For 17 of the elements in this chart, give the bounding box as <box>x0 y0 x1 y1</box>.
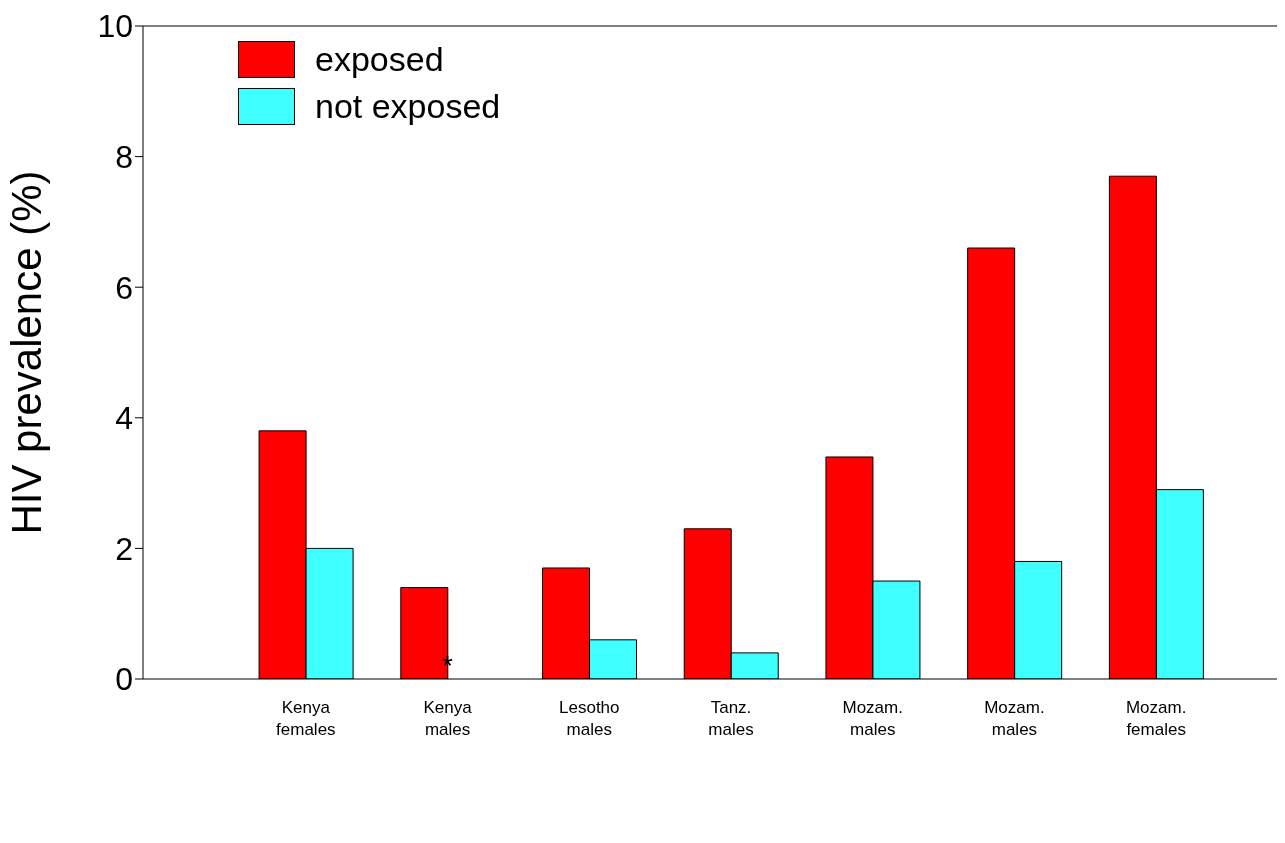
x-tick-label: Mozam. males <box>842 698 903 739</box>
y-tick-label: 6 <box>115 269 133 306</box>
y-tick-label: 8 <box>115 138 133 175</box>
annotation: * <box>442 650 454 681</box>
y-tick-label: 0 <box>115 661 133 698</box>
y-tick-label: 10 <box>97 8 133 45</box>
x-tick-label: Mozam. males <box>984 698 1045 739</box>
x-tick-label: Lesotho males <box>559 698 620 739</box>
legend-label: exposed <box>315 40 444 79</box>
x-tick-label: Kenya females <box>276 698 336 739</box>
y-tick-label: 2 <box>115 530 133 567</box>
x-tick-label: Mozam. females <box>1125 698 1187 739</box>
x-tick-label: Tanz. males <box>708 698 754 739</box>
x-tick-label: Kenya males <box>423 698 473 739</box>
y-axis-title: HIV prevalence (%) <box>2 170 50 535</box>
y-tick-label: 4 <box>115 400 133 437</box>
legend-label: not exposed <box>315 87 501 126</box>
